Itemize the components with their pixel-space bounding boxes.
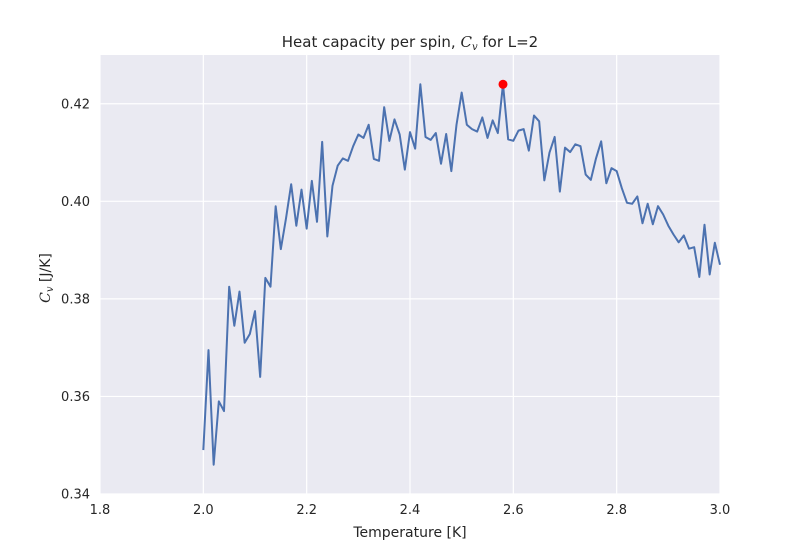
- x-tick-label: 1.8: [90, 503, 111, 518]
- y-axis-label: Cv [J/K]: [38, 253, 56, 303]
- x-tick-label: 2.6: [503, 503, 524, 518]
- x-tick-label: 2.2: [296, 503, 317, 518]
- y-tick-labels: 0.34 0.36 0.38 0.40 0.42: [61, 97, 90, 502]
- y-tick-label: 0.38: [61, 292, 90, 307]
- y-tick-label: 0.42: [61, 97, 90, 112]
- x-axis-label: Temperature [K]: [352, 525, 466, 541]
- grid-lines: [99, 55, 721, 495]
- x-tick-label: 3.0: [710, 503, 731, 518]
- max-cv-marker: [498, 79, 508, 89]
- x-tick-labels: 1.8 2.0 2.2 2.4 2.6 2.8 3.0: [90, 503, 731, 518]
- series-line-cv: [202, 83, 721, 466]
- x-tick-label: 2.4: [400, 503, 421, 518]
- x-tick-label: 2.8: [606, 503, 627, 518]
- chart-title: Heat capacity per spin, Cv for L=2: [282, 33, 538, 53]
- y-tick-label: 0.36: [61, 390, 90, 405]
- y-tick-label: 0.34: [61, 488, 90, 503]
- y-tick-label: 0.40: [61, 195, 90, 210]
- x-tick-label: 2.0: [193, 503, 214, 518]
